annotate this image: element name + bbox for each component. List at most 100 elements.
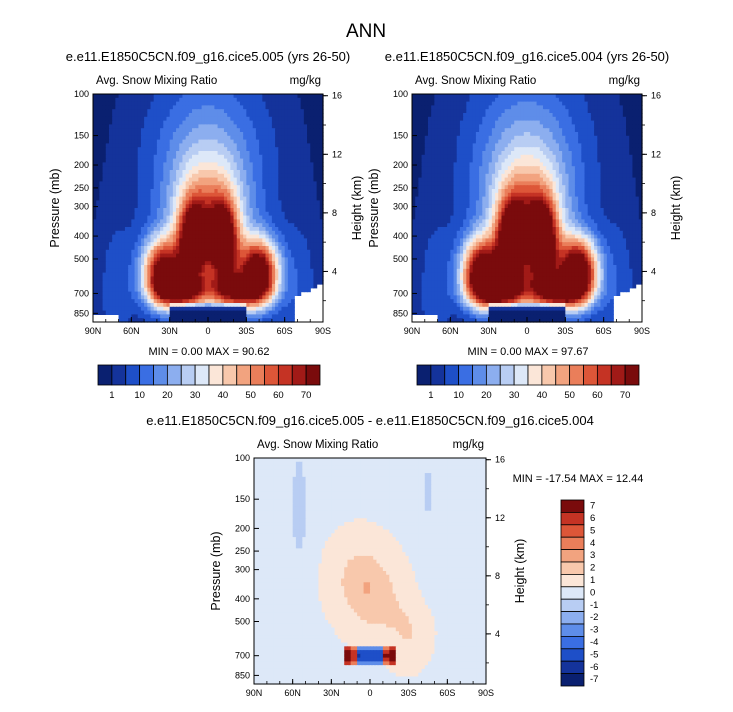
field-cell xyxy=(568,116,573,122)
field-cell xyxy=(204,238,209,243)
field-cell xyxy=(265,238,270,243)
field-cell xyxy=(208,158,212,163)
field-cell xyxy=(278,151,283,156)
field-cell xyxy=(160,166,164,171)
field-cell xyxy=(450,105,455,110)
field-cell xyxy=(230,105,235,110)
field-cell xyxy=(137,219,142,224)
field-cell xyxy=(227,147,231,152)
field-cell xyxy=(265,310,270,315)
field-cell xyxy=(300,173,305,179)
field-cell xyxy=(99,128,104,133)
field-cell xyxy=(259,215,263,220)
field-cell xyxy=(265,128,270,133)
field-cell xyxy=(313,94,318,99)
field-cell xyxy=(201,249,206,255)
field-cell xyxy=(124,287,129,293)
field-cell xyxy=(619,113,624,118)
field-cell xyxy=(163,162,168,167)
field-cell xyxy=(243,139,247,144)
field-cell xyxy=(319,97,324,103)
field-cell xyxy=(195,295,200,300)
field-cell xyxy=(243,208,247,213)
field-cell xyxy=(144,215,148,220)
field-cell xyxy=(182,291,187,296)
field-cell xyxy=(150,318,155,323)
field-cell xyxy=(223,227,228,232)
field-cell xyxy=(112,249,116,255)
field-cell xyxy=(217,276,222,281)
colorbar-label: 70 xyxy=(301,390,312,401)
field-cell xyxy=(134,97,139,103)
field-cell xyxy=(99,143,104,148)
field-cell xyxy=(169,291,174,296)
field-cell xyxy=(204,105,209,110)
field-cell xyxy=(227,246,231,251)
field-cell xyxy=(239,177,244,182)
field-cell xyxy=(246,208,251,213)
field-cell xyxy=(265,143,270,148)
field-cell xyxy=(268,173,273,179)
field-cell xyxy=(243,158,247,163)
field-cell xyxy=(475,105,480,110)
field-cell xyxy=(287,246,292,251)
field-cell xyxy=(243,185,247,190)
field-cell xyxy=(131,192,136,198)
field-cell xyxy=(182,310,187,315)
field-cell xyxy=(99,132,104,137)
field-cell xyxy=(93,234,97,239)
field-cell xyxy=(233,94,238,99)
field-cell xyxy=(246,299,251,304)
field-cell xyxy=(239,219,244,224)
field-cell xyxy=(629,116,634,122)
field-cell xyxy=(108,177,113,182)
field-cell xyxy=(574,105,579,110)
field-cell xyxy=(169,154,174,160)
field-cell xyxy=(131,97,136,103)
field-cell xyxy=(115,223,120,228)
field-cell xyxy=(533,94,538,99)
field-cell xyxy=(102,246,107,251)
field-cell xyxy=(115,242,120,247)
field-cell xyxy=(169,116,174,122)
field-cell xyxy=(105,253,110,258)
field-cell xyxy=(319,215,324,220)
field-cell xyxy=(520,109,525,114)
field-cell xyxy=(99,173,104,179)
field-cell xyxy=(131,94,136,99)
field-cell xyxy=(265,291,270,296)
field-cell xyxy=(208,139,212,144)
field-cell xyxy=(284,211,289,217)
field-cell xyxy=(208,261,212,266)
field-cell xyxy=(239,181,244,186)
field-cell xyxy=(99,147,104,152)
field-cell xyxy=(523,120,528,125)
field-cell xyxy=(93,261,97,266)
field-cell xyxy=(252,200,257,205)
field-cell xyxy=(99,101,104,106)
field-cell xyxy=(227,265,231,270)
field-cell xyxy=(121,128,126,133)
field-cell xyxy=(275,261,279,266)
field-cell xyxy=(227,219,231,224)
field-cell xyxy=(571,109,576,114)
field-cell xyxy=(96,158,100,163)
field-cell xyxy=(108,151,113,156)
y-tick-label: 150 xyxy=(74,131,89,141)
field-cell xyxy=(185,314,190,319)
field-cell xyxy=(150,94,155,99)
field-cell xyxy=(297,192,302,198)
field-cell xyxy=(93,109,97,114)
subtitle-units: mg/kg xyxy=(609,75,640,87)
field-cell xyxy=(182,261,187,266)
field-cell xyxy=(246,166,251,171)
field-cell xyxy=(96,219,100,224)
field-cell xyxy=(185,139,190,144)
field-cell xyxy=(153,268,158,274)
field-cell xyxy=(527,109,531,114)
field-cell xyxy=(147,105,152,110)
field-cell xyxy=(150,204,155,209)
field-cell xyxy=(278,170,283,175)
field-cell xyxy=(278,181,283,186)
field-cell xyxy=(313,284,318,289)
